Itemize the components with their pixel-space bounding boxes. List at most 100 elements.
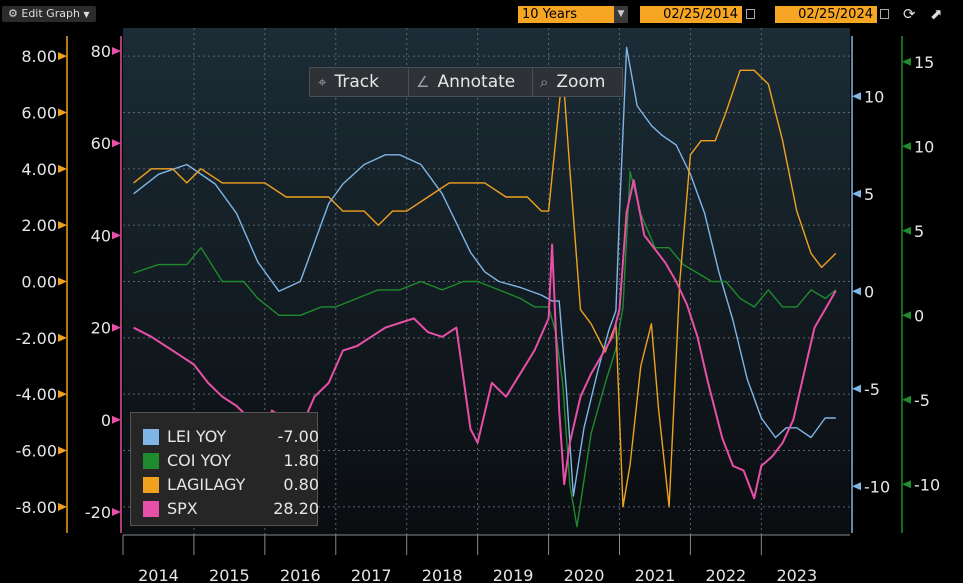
period-select[interactable]: 10 Years xyxy=(518,6,614,23)
axes: 2014 2015 2016 2017 2018 2019 2020 2021 2022 2023… xyxy=(16,36,940,583)
legend-name: COI YOY xyxy=(167,451,231,470)
right_outer-tick-marker xyxy=(902,311,911,320)
track-label: Track xyxy=(334,72,379,92)
zoom-button[interactable]: ⌕ Zoom xyxy=(540,68,605,96)
series-coi-yoy xyxy=(133,170,837,528)
right_outer-tick-label: 10 xyxy=(914,137,934,156)
right_inner-tick-marker xyxy=(852,384,861,393)
right_outer-tick-label: 5 xyxy=(914,222,924,241)
right_inner-tick-marker xyxy=(852,189,861,198)
left_outer-tick-marker xyxy=(58,52,67,61)
left_outer-tick-label: 4.00 xyxy=(21,160,57,179)
legend-item-spx[interactable]: SPX 28.20 xyxy=(141,499,319,519)
left_outer-tick-label: 0.00 xyxy=(21,273,57,292)
left_inner-tick-label: 40 xyxy=(91,226,111,245)
left_outer-tick-marker xyxy=(58,221,67,230)
plot-tools: ⌖ Track ∠ Annotate ⌕ Zoom xyxy=(309,67,623,97)
annotate-label: Annotate xyxy=(437,72,516,92)
right_inner-tick-label: -10 xyxy=(864,477,890,496)
left_inner-tick-label: -20 xyxy=(85,503,111,522)
legend-name: LEI YOY xyxy=(167,427,227,446)
right_outer-tick-label: 15 xyxy=(914,53,934,72)
left_outer-tick-label: -4.00 xyxy=(16,385,57,404)
x-tick-label: 2017 xyxy=(351,566,392,583)
left_inner-tick-marker xyxy=(112,415,121,424)
left_outer-tick-marker xyxy=(58,502,67,511)
x-tick-label: 2022 xyxy=(706,566,747,583)
edit-graph-label: Edit Graph xyxy=(21,7,80,20)
left_inner-tick-marker xyxy=(112,323,121,332)
left_inner-tick-marker xyxy=(112,139,121,148)
legend: LEI YOY -7.00 COI YOY 1.80 LAGILAGY 0.80… xyxy=(130,412,319,526)
right_outer-tick-marker xyxy=(902,57,911,66)
left_outer-tick-label: -6.00 xyxy=(16,442,57,461)
settings-icon: ⚙ xyxy=(8,7,18,20)
left_outer-tick-marker xyxy=(58,390,67,399)
left_inner-tick-label: 60 xyxy=(91,134,111,153)
period-dropdown-icon[interactable]: ▼ xyxy=(614,6,628,23)
left_inner-tick-marker xyxy=(112,47,121,56)
legend-value: 28.20 xyxy=(273,499,319,518)
legend-item-lei[interactable]: LEI YOY -7.00 xyxy=(141,427,319,447)
track-button[interactable]: ⌖ Track xyxy=(318,68,379,96)
left_inner-tick-marker xyxy=(112,231,121,240)
right_outer-tick-label: -5 xyxy=(914,391,930,410)
right_inner-tick-marker xyxy=(852,482,861,491)
end-calendar-icon[interactable] xyxy=(880,9,889,19)
legend-swatch xyxy=(143,501,159,517)
x-tick-label: 2015 xyxy=(209,566,250,583)
annotate-icon: ∠ xyxy=(416,73,430,91)
legend-item-lagilagy[interactable]: LAGILAGY 0.80 xyxy=(141,475,319,495)
left_outer-tick-label: 2.00 xyxy=(21,216,57,235)
x-tick-label: 2016 xyxy=(280,566,321,583)
right_inner-tick-label: 0 xyxy=(864,282,874,301)
right_inner-tick-label: -5 xyxy=(864,380,880,399)
right_inner-tick-marker xyxy=(852,92,861,101)
x-tick-label: 2023 xyxy=(776,566,817,583)
left_outer-tick-marker xyxy=(58,333,67,342)
end-date-field[interactable]: 02/25/2024 xyxy=(775,6,877,23)
legend-item-coi[interactable]: COI YOY 1.80 xyxy=(141,451,319,471)
left_inner-tick-label: 0 xyxy=(101,411,111,430)
right_outer-tick-label: 0 xyxy=(914,306,924,325)
left_outer-tick-marker xyxy=(58,108,67,117)
start-date-field[interactable]: 02/25/2014 xyxy=(640,6,742,23)
right_inner-tick-label: 10 xyxy=(864,87,884,106)
right_inner-tick-marker xyxy=(852,287,861,296)
legend-swatch xyxy=(143,453,159,469)
series-spx xyxy=(133,179,837,500)
left_outer-tick-label: 6.00 xyxy=(21,104,57,123)
chevron-down-icon: ▼ xyxy=(83,10,90,19)
x-tick-label: 2014 xyxy=(138,566,179,583)
right_outer-tick-label: -10 xyxy=(914,475,940,494)
legend-swatch xyxy=(143,477,159,493)
start-calendar-icon[interactable] xyxy=(746,9,755,19)
left_outer-tick-marker xyxy=(58,446,67,455)
right_inner-tick-label: 5 xyxy=(864,185,874,204)
right_outer-tick-marker xyxy=(902,226,911,235)
left_outer-tick-marker xyxy=(58,164,67,173)
left_inner-tick-marker xyxy=(112,507,121,516)
left_outer-tick-label: -8.00 xyxy=(16,498,57,517)
edit-graph-button[interactable]: ⚙ Edit Graph ▼ xyxy=(2,6,96,22)
annotate-button[interactable]: ∠ Annotate xyxy=(416,68,515,96)
x-tick-label: 2020 xyxy=(564,566,605,583)
legend-value: -7.00 xyxy=(277,427,319,446)
expand-icon[interactable]: ⬈ xyxy=(930,5,943,23)
x-tick-label: 2021 xyxy=(635,566,676,583)
legend-name: LAGILAGY xyxy=(167,475,246,494)
zoom-label: Zoom xyxy=(556,72,606,92)
left_outer-tick-label: -2.00 xyxy=(16,329,57,348)
legend-name: SPX xyxy=(167,499,198,518)
top-toolbar: ⚙ Edit Graph ▼ 10 Years ▼ 02/25/2014 02/… xyxy=(0,0,963,28)
track-icon: ⌖ xyxy=(318,73,327,91)
left_outer-tick-label: 8.00 xyxy=(21,47,57,66)
legend-value: 0.80 xyxy=(283,475,319,494)
left_inner-tick-label: 20 xyxy=(91,319,111,338)
right_outer-tick-marker xyxy=(902,142,911,151)
left_outer-tick-marker xyxy=(58,277,67,286)
right_outer-tick-marker xyxy=(902,480,911,489)
refresh-icon[interactable]: ⟳ xyxy=(903,5,916,23)
right_outer-tick-marker xyxy=(902,395,911,404)
zoom-icon: ⌕ xyxy=(540,73,549,91)
